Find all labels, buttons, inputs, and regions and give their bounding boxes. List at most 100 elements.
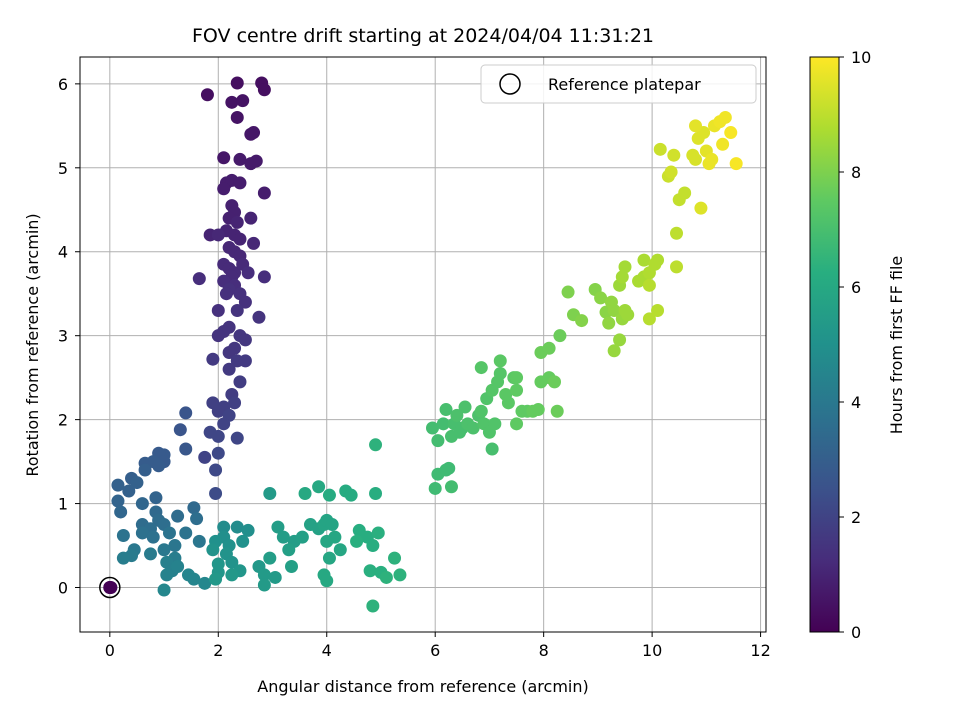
data-point bbox=[198, 576, 212, 590]
x-tick-label: 8 bbox=[539, 641, 549, 660]
data-point bbox=[542, 341, 556, 355]
data-point bbox=[168, 539, 182, 553]
data-point bbox=[548, 375, 562, 389]
data-point bbox=[149, 491, 163, 505]
data-point bbox=[200, 88, 214, 102]
data-point bbox=[247, 236, 261, 250]
data-point bbox=[225, 95, 239, 109]
data-point bbox=[209, 463, 223, 477]
data-point bbox=[689, 119, 703, 133]
data-point bbox=[257, 186, 271, 200]
data-point bbox=[344, 488, 358, 502]
data-point bbox=[501, 396, 515, 410]
data-point bbox=[320, 534, 334, 548]
data-point bbox=[225, 555, 239, 569]
x-axis-ticks: 0 2 4 6 8 10 12 bbox=[105, 632, 771, 660]
data-point bbox=[667, 148, 681, 162]
data-point bbox=[458, 400, 472, 414]
y-tick-label: 3 bbox=[58, 327, 68, 346]
data-point bbox=[230, 76, 244, 90]
data-point bbox=[211, 329, 225, 343]
data-point bbox=[295, 530, 309, 544]
data-point bbox=[724, 126, 738, 140]
data-point bbox=[618, 260, 632, 274]
data-point bbox=[366, 599, 380, 613]
data-point bbox=[442, 461, 456, 475]
y-tick-label: 6 bbox=[58, 75, 68, 94]
data-point bbox=[157, 583, 171, 597]
data-point bbox=[642, 278, 656, 292]
reference-marker bbox=[99, 576, 121, 599]
data-point bbox=[371, 526, 385, 540]
colorbar-tick-label: 6 bbox=[851, 278, 861, 297]
data-point bbox=[233, 152, 247, 166]
data-point bbox=[366, 539, 380, 553]
data-point bbox=[222, 362, 236, 376]
data-point bbox=[230, 304, 244, 318]
data-point bbox=[653, 142, 667, 156]
colorbar-tick-label: 4 bbox=[851, 393, 861, 412]
data-point bbox=[276, 530, 290, 544]
data-point bbox=[510, 383, 524, 397]
chart-title: FOV centre drift starting at 2024/04/04 … bbox=[192, 25, 654, 47]
data-point bbox=[705, 152, 719, 166]
data-point bbox=[621, 308, 635, 322]
data-point bbox=[157, 543, 171, 557]
colorbar-tick-label: 10 bbox=[851, 48, 871, 67]
colorbar-ticks: 0 2 4 6 8 10 bbox=[839, 48, 871, 642]
data-point bbox=[637, 253, 651, 267]
x-axis-label: Angular distance from reference (arcmin) bbox=[257, 677, 588, 696]
data-point bbox=[225, 568, 239, 582]
data-point bbox=[190, 512, 204, 526]
grid-lines bbox=[80, 57, 766, 632]
x-tick-label: 0 bbox=[105, 641, 115, 660]
data-point bbox=[312, 480, 326, 494]
data-point bbox=[179, 442, 193, 456]
data-point bbox=[670, 260, 684, 274]
data-point bbox=[369, 486, 383, 500]
data-point bbox=[230, 520, 244, 534]
data-point bbox=[252, 310, 266, 324]
data-point bbox=[428, 481, 442, 495]
legend-marker bbox=[499, 73, 521, 95]
data-point bbox=[179, 526, 193, 540]
data-point bbox=[271, 520, 285, 534]
data-point bbox=[325, 518, 339, 532]
data-point bbox=[488, 417, 502, 431]
data-point bbox=[192, 534, 206, 548]
data-point bbox=[678, 186, 692, 200]
data-point bbox=[493, 366, 507, 380]
data-point bbox=[613, 333, 627, 347]
legend-box bbox=[480, 64, 757, 104]
data-point bbox=[233, 232, 247, 246]
colorbar-tick-label: 0 bbox=[851, 623, 861, 642]
data-point bbox=[135, 526, 149, 540]
data-point bbox=[236, 534, 250, 548]
data-point bbox=[474, 361, 488, 375]
data-point bbox=[171, 509, 185, 523]
data-point bbox=[211, 404, 225, 418]
data-point bbox=[238, 295, 252, 309]
data-point bbox=[466, 421, 480, 435]
data-point bbox=[436, 417, 450, 431]
data-point bbox=[450, 408, 464, 422]
data-point bbox=[284, 560, 298, 574]
data-point bbox=[510, 417, 524, 431]
x-tick-label: 12 bbox=[750, 641, 770, 660]
data-point bbox=[114, 505, 128, 519]
data-point bbox=[664, 165, 678, 179]
data-point bbox=[493, 354, 507, 368]
data-point bbox=[268, 570, 282, 584]
data-point bbox=[233, 176, 247, 190]
data-point bbox=[179, 406, 193, 420]
data-point bbox=[575, 314, 589, 328]
data-point bbox=[241, 523, 255, 537]
data-point bbox=[217, 151, 231, 165]
y-tick-label: 0 bbox=[58, 579, 68, 598]
colorbar-label: Hours from first FF file bbox=[887, 256, 906, 435]
data-point bbox=[244, 127, 258, 141]
data-point bbox=[607, 304, 621, 318]
data-point bbox=[222, 345, 236, 359]
data-point bbox=[244, 211, 258, 225]
